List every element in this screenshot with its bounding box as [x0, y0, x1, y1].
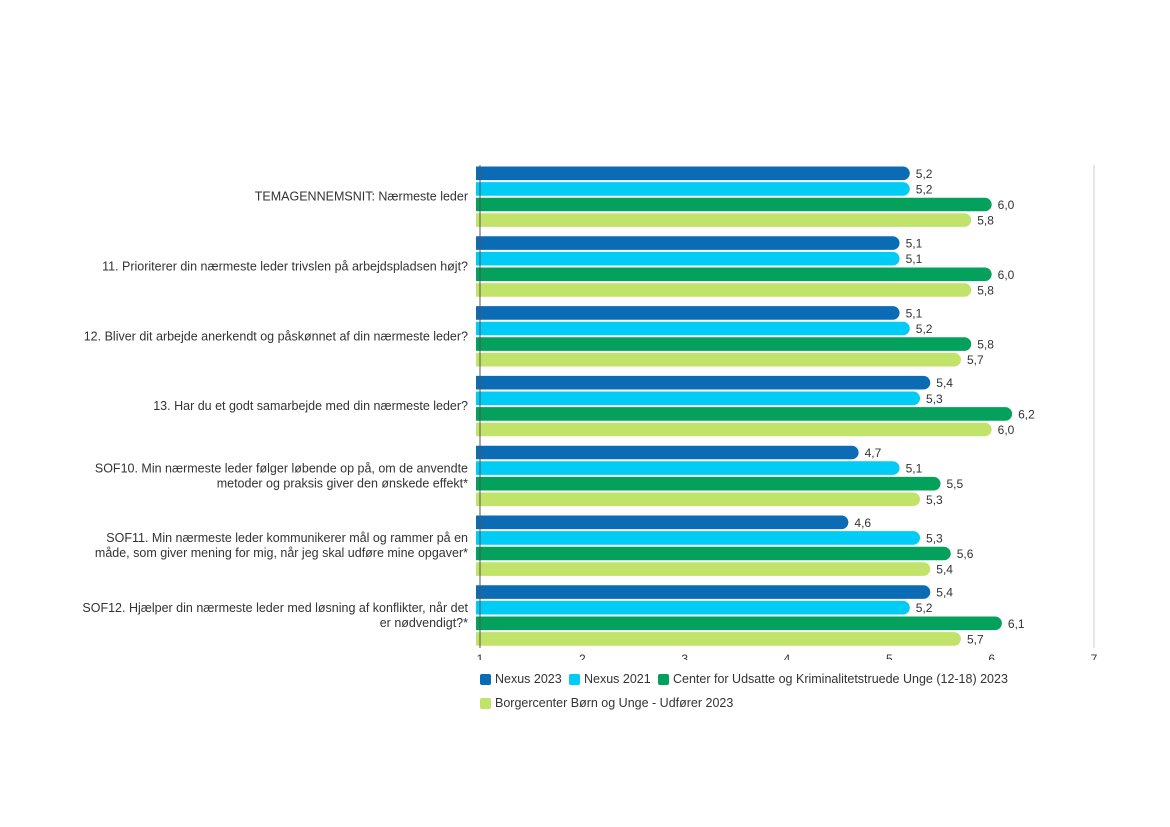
data-label: 5,1	[906, 306, 923, 320]
bar	[476, 166, 910, 181]
bar	[476, 352, 961, 367]
bar-chart-svg: TEMAGENNEMSNIT: Nærmeste leder 11. Priori…	[82, 165, 1098, 666]
bar	[476, 585, 931, 599]
category-label: metoder og praksis giver den ønskede eff…	[217, 476, 468, 490]
bar	[476, 321, 910, 336]
legend-label: Borgercenter Børn og Unge - Udfører 2023	[495, 696, 734, 710]
data-label: 5,1	[906, 237, 923, 251]
data-label: 6,1	[1008, 617, 1025, 631]
category-label: 13. Har du et godt samarbejde med din næ…	[153, 399, 468, 413]
data-label: 5,4	[936, 563, 953, 577]
legend-label: Nexus 2021	[584, 672, 651, 686]
legend-swatch	[658, 673, 669, 685]
bar	[476, 515, 849, 530]
bar	[476, 492, 921, 507]
x-tick-label: 3	[681, 652, 688, 660]
bar	[476, 306, 900, 320]
data-label: 4,7	[865, 446, 882, 460]
category-label: er nødvendigt?*	[380, 616, 468, 630]
data-label: 6,2	[1018, 407, 1035, 421]
data-label: 5,7	[967, 353, 984, 367]
bar	[476, 213, 972, 227]
category-label: 11. Prioriterer din nærmeste leder trivs…	[102, 260, 468, 274]
category-label: TEMAGENNEMSNIT: Nærmeste leder	[255, 190, 468, 204]
x-tick-label: 1	[477, 652, 484, 660]
bar	[476, 600, 910, 615]
data-label: 5,5	[947, 477, 964, 491]
bar	[476, 546, 951, 561]
legend-label: Nexus 2023	[495, 672, 562, 686]
legend-item: Nexus 2023	[480, 672, 562, 686]
bar	[476, 562, 931, 576]
bar	[476, 236, 900, 250]
legend-label: Center for Udsatte og Kriminalitetstrued…	[673, 672, 1008, 686]
legend-item: Nexus 2021	[569, 672, 651, 686]
data-label: 6,0	[998, 423, 1015, 437]
bar	[476, 407, 1013, 421]
data-label: 5,2	[916, 182, 933, 196]
bar	[476, 267, 992, 282]
data-label: 5,8	[977, 214, 994, 228]
data-label: 4,6	[854, 516, 871, 530]
bar	[476, 422, 992, 437]
data-label: 5,6	[957, 547, 974, 561]
category-label: 12. Bliver dit arbejde anerkendt og påsk…	[84, 329, 468, 343]
data-label: 5,3	[926, 493, 943, 507]
data-label: 5,3	[926, 531, 943, 545]
bar	[476, 391, 921, 406]
bar	[476, 251, 900, 266]
bar	[476, 182, 910, 196]
legend-swatch	[480, 697, 491, 709]
category-label: SOF11. Min nærmeste leder kommunikerer m…	[106, 531, 468, 545]
legend-item: Borgercenter Børn og Unge - Udfører 2023	[480, 696, 733, 710]
bar	[476, 283, 972, 297]
category-label: SOF10. Min nærmeste leder følger løbende…	[95, 461, 468, 475]
bar	[476, 531, 921, 545]
x-tick-label: 4	[784, 652, 791, 660]
bar	[476, 197, 992, 212]
legend-swatch	[569, 673, 580, 685]
data-label: 5,2	[916, 322, 933, 336]
x-tick-label: 6	[988, 652, 995, 660]
x-tick-label: 2	[579, 652, 586, 660]
bar	[476, 632, 961, 646]
legend-item: Center for Udsatte og Kriminalitetstrued…	[658, 672, 1008, 686]
bar	[476, 616, 1002, 631]
x-tick-label: 7	[1091, 652, 1098, 660]
legend-swatch	[480, 673, 491, 685]
data-label: 5,2	[916, 167, 933, 181]
data-label: 5,4	[936, 376, 953, 390]
bar	[476, 337, 972, 351]
bar	[476, 445, 859, 460]
bar	[476, 375, 931, 390]
data-label: 6,0	[998, 198, 1015, 212]
data-label: 5,8	[977, 283, 994, 297]
bar	[476, 476, 941, 491]
x-tick-label: 5	[886, 652, 893, 660]
data-label: 5,1	[906, 462, 923, 476]
data-label: 5,1	[906, 252, 923, 266]
category-label: måde, som giver mening for mig, når jeg …	[95, 546, 468, 560]
data-label: 5,8	[977, 338, 994, 352]
data-label: 5,7	[967, 632, 984, 646]
data-label: 5,4	[936, 586, 953, 600]
data-label: 5,3	[926, 392, 943, 406]
bar	[476, 461, 900, 475]
data-label: 6,0	[998, 268, 1015, 282]
category-label: SOF12. Hjælper din nærmeste leder med lø…	[82, 601, 468, 615]
data-label: 5,2	[916, 601, 933, 615]
